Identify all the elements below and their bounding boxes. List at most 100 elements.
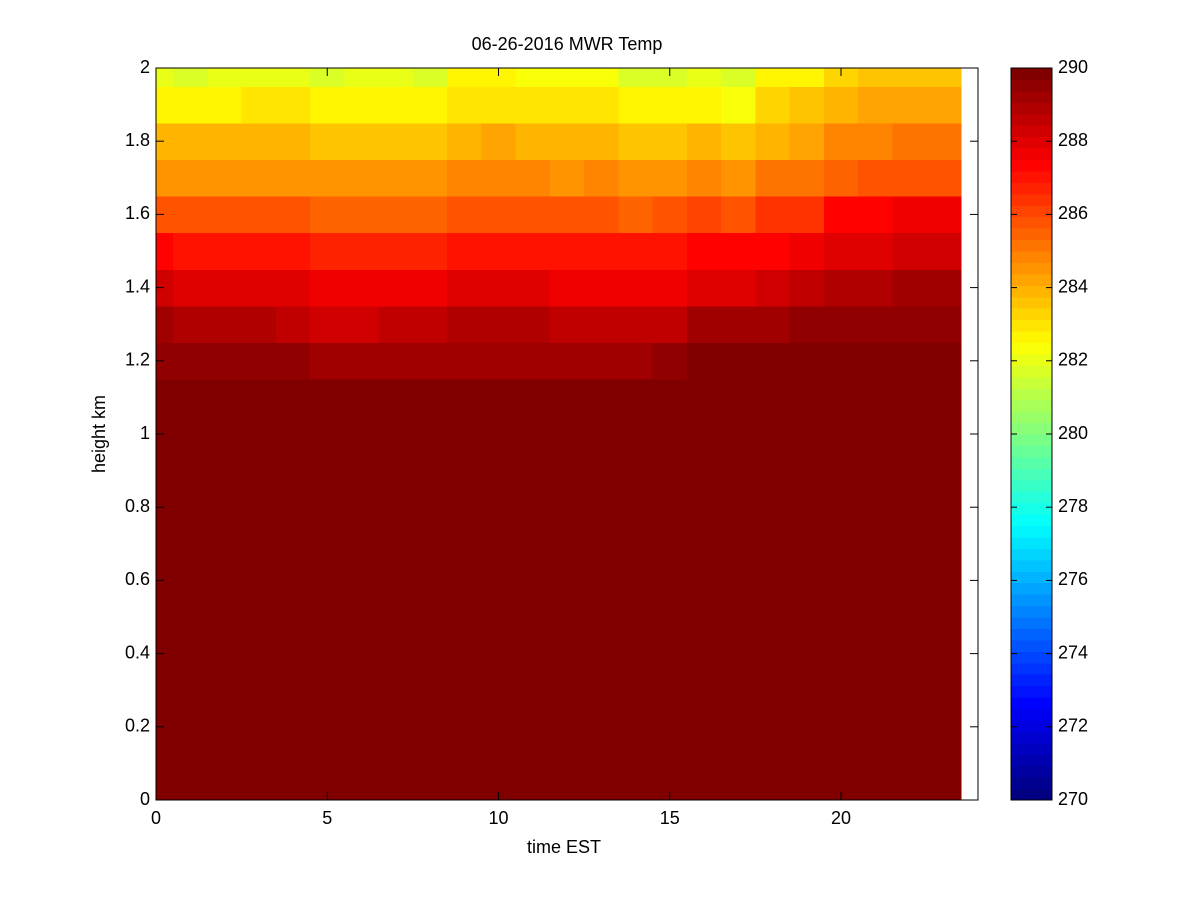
heat-cell <box>173 86 208 124</box>
heat-cell <box>823 598 859 636</box>
heat-cell <box>378 305 414 343</box>
heat-cell <box>892 525 928 563</box>
heat-cell <box>652 452 688 490</box>
heat-cell <box>275 342 311 380</box>
heat-cell <box>173 635 208 673</box>
heat-cell <box>241 745 277 783</box>
heat-cell <box>618 525 654 563</box>
heat-cell <box>344 342 380 380</box>
heat-cell <box>275 415 311 453</box>
heat-cell <box>447 488 482 526</box>
heat-cell <box>549 379 585 417</box>
heat-cell <box>481 452 517 490</box>
heat-cell <box>173 708 208 746</box>
heat-cell <box>858 525 893 563</box>
heat-cell <box>618 598 654 636</box>
heat-cell <box>755 525 791 563</box>
heat-cell <box>926 635 962 673</box>
heat-cell <box>926 525 962 563</box>
heat-cell <box>721 269 756 307</box>
heat-cell <box>926 196 962 234</box>
heat-cell <box>241 86 277 124</box>
heat-cell <box>892 68 928 87</box>
heat-cell <box>481 232 517 270</box>
heat-cell <box>549 598 585 636</box>
heat-cell <box>686 305 722 343</box>
heat-cell <box>481 635 517 673</box>
heat-cell <box>481 598 517 636</box>
colorbar-segment <box>1011 113 1052 126</box>
heat-cell <box>447 562 482 600</box>
heat-cell <box>584 708 619 746</box>
heat-cell <box>207 415 243 453</box>
heat-cell <box>755 305 791 343</box>
heat-cell <box>481 379 517 417</box>
heat-cell <box>755 269 791 307</box>
heat-cell <box>275 159 311 197</box>
heat-cell <box>275 635 311 673</box>
colorbar-segment <box>1011 79 1052 92</box>
heat-cell <box>275 305 311 343</box>
heat-cell <box>275 671 311 709</box>
colorbar-segment <box>1011 365 1052 378</box>
heat-cell <box>241 598 277 636</box>
heat-cell <box>275 598 311 636</box>
heat-cell <box>618 562 654 600</box>
colorbar-segment <box>1011 742 1052 755</box>
heat-cell <box>412 305 448 343</box>
heat-cell <box>892 415 928 453</box>
heat-cell <box>515 379 551 417</box>
colorbar-tick-label: 274 <box>1058 642 1088 662</box>
heat-cell <box>378 415 414 453</box>
colorbar-tick-label: 270 <box>1058 789 1088 809</box>
heat-cell <box>686 745 722 783</box>
heat-cell <box>584 68 619 87</box>
colorbar-segment <box>1011 674 1052 687</box>
heat-cell <box>549 342 585 380</box>
x-tick-label: 15 <box>660 808 680 828</box>
y-tick-label: 0.6 <box>125 569 150 589</box>
heat-cell <box>207 635 243 673</box>
heat-cell <box>344 781 380 801</box>
heat-cell <box>275 86 311 124</box>
heat-cell <box>858 488 893 526</box>
colorbar-segment <box>1011 559 1052 572</box>
heat-cell <box>378 196 414 234</box>
heat-cell <box>858 269 893 307</box>
heat-cell <box>275 452 311 490</box>
heat-cell <box>241 635 277 673</box>
heat-cell <box>447 122 482 160</box>
heat-cell <box>892 196 928 234</box>
heat-cell <box>156 342 174 380</box>
colorbar-segment <box>1011 319 1052 332</box>
heat-cell <box>789 86 825 124</box>
heat-cell <box>721 379 756 417</box>
heat-cell <box>344 452 380 490</box>
colorbar-segment <box>1011 239 1052 252</box>
heat-cell <box>156 305 174 343</box>
heat-cell <box>378 452 414 490</box>
colorbar-segment <box>1011 434 1052 446</box>
heat-cell <box>481 269 517 307</box>
heat-cell <box>447 196 482 234</box>
colorbar-segment <box>1011 193 1052 206</box>
heat-cell <box>515 635 551 673</box>
colorbar-segment <box>1011 182 1052 195</box>
heat-cell <box>481 415 517 453</box>
heat-cell <box>618 671 654 709</box>
heat-cell <box>549 452 585 490</box>
heat-cell <box>481 159 517 197</box>
colorbar-segment <box>1011 102 1052 115</box>
colorbar-segment <box>1011 617 1052 629</box>
heat-cell <box>858 745 893 783</box>
heat-cell <box>207 159 243 197</box>
heat-cell <box>310 122 345 160</box>
heat-cell <box>310 745 345 783</box>
colorbar-segment <box>1011 159 1052 172</box>
heat-cell <box>549 232 585 270</box>
heat-cell <box>823 781 859 801</box>
heat-cell <box>755 232 791 270</box>
heat-cell <box>926 159 962 197</box>
heat-cell <box>378 232 414 270</box>
heat-cell <box>686 452 722 490</box>
